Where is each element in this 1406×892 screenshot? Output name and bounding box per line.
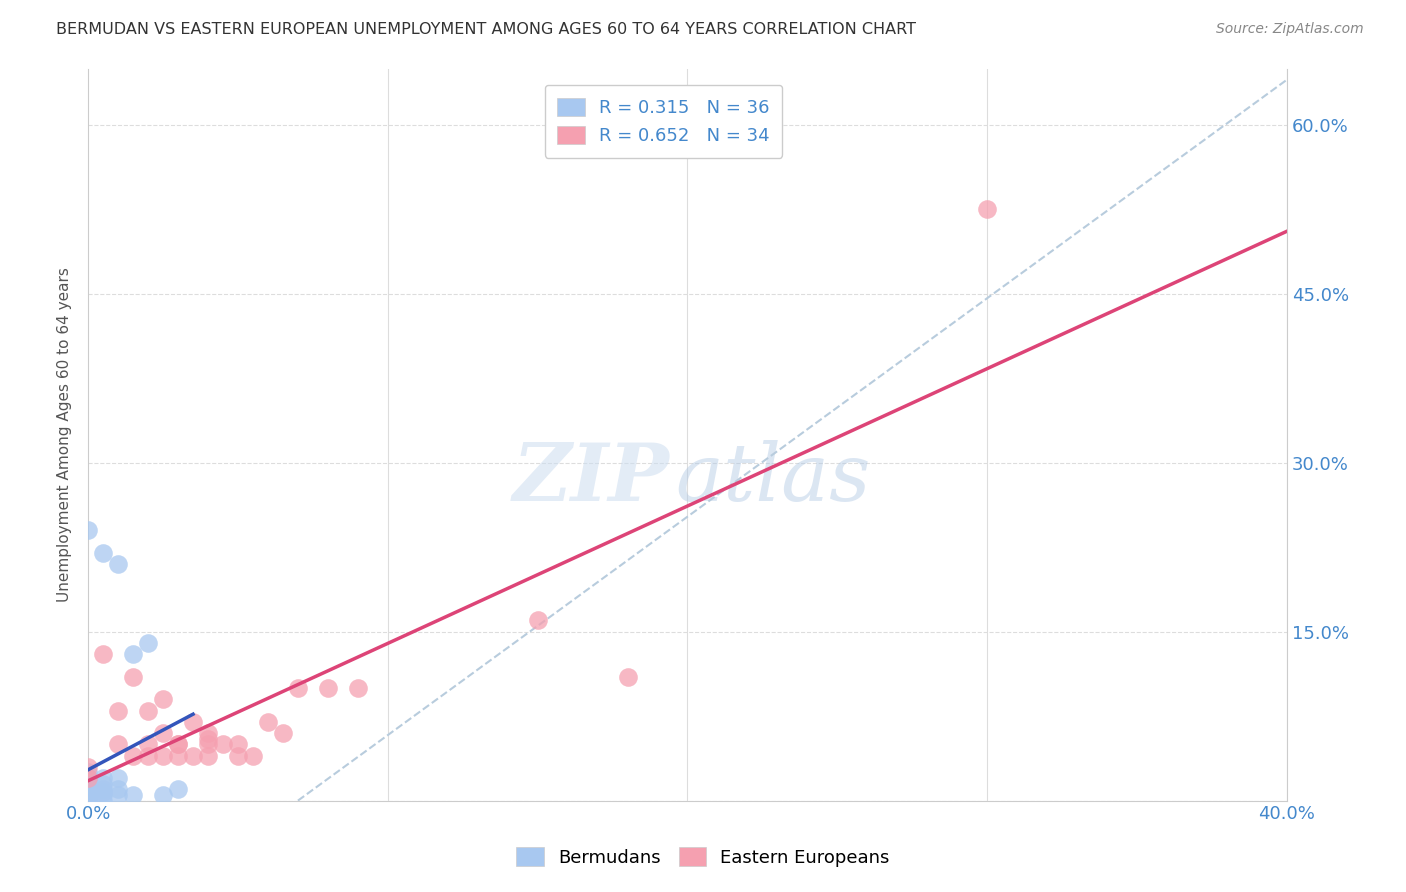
Point [107,737,129,751]
Point [976,202,998,217]
Text: ZIP: ZIP [513,440,669,517]
Point [91,771,114,785]
Point [107,704,129,718]
Point [167,737,190,751]
Point [122,670,145,684]
Text: BERMUDAN VS EASTERN EUROPEAN UNEMPLOYMENT AMONG AGES 60 TO 64 YEARS CORRELATION : BERMUDAN VS EASTERN EUROPEAN UNEMPLOYMEN… [56,22,917,37]
Point [91,794,114,808]
Point [287,681,309,695]
Point [181,748,204,763]
Point [77,788,100,802]
Point [122,647,145,661]
Point [107,557,129,571]
Point [77,524,100,538]
Point [91,784,114,798]
Point [77,771,100,785]
Point [77,780,100,794]
Point [122,788,145,802]
Point [77,784,100,798]
Point [122,748,145,763]
Text: Source: ZipAtlas.com: Source: ZipAtlas.com [1216,22,1364,37]
Point [242,748,264,763]
Point [212,737,235,751]
Point [316,681,339,695]
Y-axis label: Unemployment Among Ages 60 to 64 years: Unemployment Among Ages 60 to 64 years [58,267,72,602]
Point [91,546,114,560]
Point [271,726,294,740]
Point [107,788,129,802]
Point [136,636,159,650]
Point [77,771,100,785]
Point [347,681,370,695]
Point [167,782,190,797]
Point [77,765,100,780]
Point [91,777,114,791]
Point [77,787,100,801]
Point [91,782,114,797]
Point [77,786,100,800]
Point [77,771,100,785]
Point [197,737,219,751]
Point [77,782,100,797]
Point [77,771,100,785]
Point [167,737,190,751]
Point [226,748,249,763]
Point [77,790,100,805]
Point [77,760,100,774]
Point [257,714,280,729]
Point [77,791,100,805]
Point [77,777,100,791]
Point [226,737,249,751]
Point [152,748,174,763]
Point [167,748,190,763]
Point [152,692,174,706]
Point [107,782,129,797]
Point [107,771,129,785]
Point [77,794,100,808]
Point [91,647,114,661]
Point [616,670,638,684]
Legend: Bermudans, Eastern Europeans: Bermudans, Eastern Europeans [509,840,897,874]
Point [77,789,100,804]
Legend: R = 0.315   N = 36, R = 0.652   N = 34: R = 0.315 N = 36, R = 0.652 N = 34 [544,85,782,158]
Text: atlas: atlas [675,440,870,517]
Point [91,788,114,802]
Point [77,794,100,808]
Point [136,737,159,751]
Point [197,731,219,746]
Point [152,788,174,802]
Point [136,748,159,763]
Point [136,704,159,718]
Point [197,748,219,763]
Point [77,771,100,785]
Point [526,614,548,628]
Point [181,714,204,729]
Point [197,726,219,740]
Point [77,794,100,808]
Point [77,782,100,797]
Point [152,726,174,740]
